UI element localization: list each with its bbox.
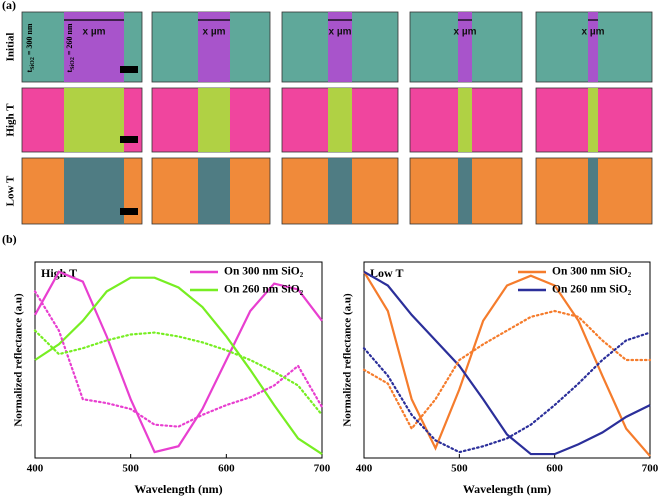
- scale-bar: [120, 66, 138, 73]
- x-tick-label: 600: [218, 463, 235, 475]
- legend-label: On 300 nm SiO₂: [552, 266, 632, 278]
- series-line: [362, 331, 652, 454]
- x-label: x µm: [454, 27, 477, 38]
- row-label: High T: [5, 103, 17, 137]
- text: = 260 nm: [65, 23, 74, 57]
- scale-bar: [120, 136, 138, 143]
- sample-stripe: [588, 12, 598, 82]
- subscript: SiO2: [70, 57, 76, 70]
- x-tick-label: 600: [546, 463, 563, 475]
- sample-stripe: [328, 158, 352, 224]
- symbol: t: [65, 70, 74, 73]
- sample-stripe: [64, 88, 124, 152]
- thickness-label: tSiO2 = 300 nm: [25, 23, 37, 72]
- x-label: x µm: [83, 27, 106, 38]
- series-line: [363, 271, 651, 457]
- sample-stripe: [328, 88, 352, 152]
- x-label: x µm: [203, 27, 226, 38]
- y-axis-label: Normalized reflectance (a.u): [13, 293, 25, 427]
- sample-stripe: [458, 12, 472, 82]
- legend-label: On 260 nm SiO₂: [224, 284, 304, 296]
- sample-stripe: [198, 88, 230, 152]
- panel-label: (a): [2, 0, 16, 12]
- x-label: x µm: [582, 27, 605, 38]
- series-line: [33, 329, 324, 416]
- subscript: SiO2: [30, 57, 36, 70]
- x-tick-label: 400: [27, 463, 44, 475]
- series-line: [33, 290, 324, 428]
- symbol: t: [25, 70, 34, 73]
- sample-stripe: [198, 12, 230, 82]
- x-axis-label: Wavelength (nm): [463, 482, 551, 496]
- x-tick-label: 400: [356, 463, 373, 475]
- x-tick-label: 700: [642, 463, 659, 475]
- sample-stripe: [588, 158, 598, 224]
- sample-stripe: [588, 88, 598, 152]
- x-tick-label: 500: [451, 463, 468, 475]
- sample-stripe: [458, 158, 472, 224]
- x-axis-label: Wavelength (nm): [134, 482, 222, 496]
- row-label: Initial: [5, 33, 17, 62]
- sample-stripe: [198, 158, 230, 224]
- x-tick-label: 500: [122, 463, 139, 475]
- y-axis-label: Normalized reflectance (a.u): [342, 293, 354, 427]
- series-line: [363, 270, 651, 456]
- series-line: [34, 270, 323, 454]
- sample-stripe: [64, 158, 124, 224]
- x-label: x µm: [329, 27, 352, 38]
- sample-stripe: [328, 12, 352, 82]
- sample-stripe: [458, 88, 472, 152]
- text: = 300 nm: [25, 23, 34, 57]
- legend-label: On 260 nm SiO₂: [552, 284, 632, 296]
- thickness-label: tSiO2 = 260 nm: [65, 23, 77, 72]
- series-line: [34, 276, 323, 455]
- annotation: Low T: [370, 266, 403, 280]
- panel-label: (b): [2, 232, 17, 246]
- series-line: [362, 309, 652, 431]
- x-tick-label: 700: [314, 463, 331, 475]
- row-label: Low T: [5, 175, 17, 206]
- sample-stripe: [64, 12, 124, 82]
- legend-label: On 300 nm SiO₂: [224, 266, 304, 278]
- scale-bar: [120, 208, 138, 215]
